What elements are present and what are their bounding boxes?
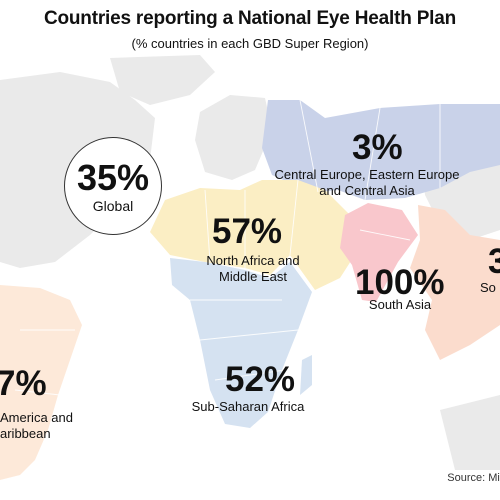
region-ce-percentage: 3% — [352, 128, 403, 167]
global-label: Global — [92, 198, 134, 214]
page-title: Countries reporting a National Eye Healt… — [43, 8, 457, 29]
madagascar-shape — [300, 355, 312, 395]
region-lac-percentage: 7% — [0, 364, 47, 403]
region-sa-label: South Asia — [368, 297, 432, 312]
region-lac-label-line2: aribbean — [0, 426, 51, 441]
region-nafme-percentage: 57% — [212, 212, 283, 251]
region-nafme-shape — [150, 180, 358, 290]
region-lac-label-line1: America and — [0, 410, 73, 425]
greenland-shape — [110, 55, 215, 105]
region-ssa-percentage: 52% — [225, 360, 296, 399]
region-sea-percentage: 3 — [488, 242, 500, 281]
region-ce-label: Central Europe, Eastern Europe and Centr… — [272, 167, 462, 199]
global-circle: 35% Global — [64, 137, 162, 235]
region-ce-label-line1: Central Europe, Eastern Europe — [274, 167, 460, 182]
region-sea-shape — [410, 205, 500, 360]
region-lac-label: America and aribbean — [0, 410, 73, 442]
region-ssa-label: Sub-Saharan Africa — [191, 399, 305, 414]
source-note: Source: Min — [447, 472, 500, 484]
region-sea-label: So — [480, 280, 496, 295]
western-europe-shape — [195, 95, 272, 180]
global-percentage: 35% — [76, 157, 150, 198]
region-nafme-label: North Africa and Middle East — [186, 253, 320, 285]
region-lac-shape — [0, 285, 82, 480]
region-ssa-shape — [170, 258, 312, 428]
region-sa-percentage: 100% — [355, 263, 445, 302]
region-ce-label-line2: and Central Asia — [319, 183, 415, 198]
region-nafme-label-line2: Middle East — [219, 269, 287, 284]
region-sa-shape — [340, 203, 418, 302]
page-subtitle: (% countries in each GBD Super Region) — [131, 36, 369, 51]
region-ce-shape — [262, 100, 500, 200]
country-borders — [14, 99, 441, 396]
region-nafme-label-line1: North Africa and — [206, 253, 300, 268]
australia-shape — [440, 395, 500, 470]
